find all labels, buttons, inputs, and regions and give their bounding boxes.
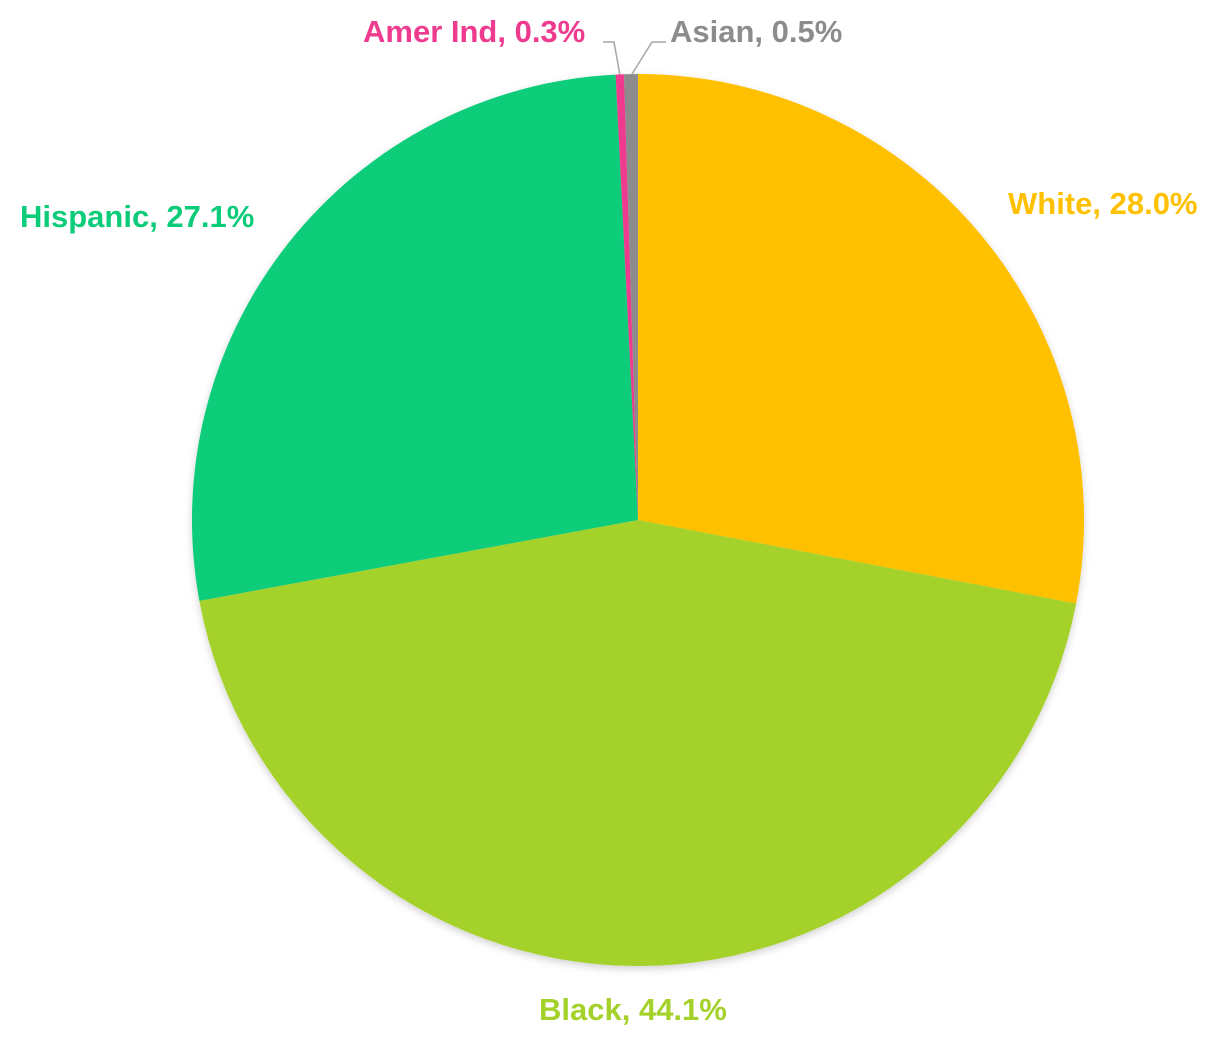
leader-line-amer-ind [603, 41, 621, 75]
pie-slice-asian [623, 74, 638, 520]
slice-label-hispanic: Hispanic, 27.1% [20, 199, 254, 234]
slice-label-amer-ind: Amer Ind, 0.3% [363, 14, 585, 49]
pie-slice-white [638, 74, 1084, 604]
pie-slice-hispanic [191, 74, 638, 601]
leader-line-asian [631, 41, 666, 75]
leader-lines [603, 41, 666, 75]
slice-label-white: White, 28.0% [1008, 186, 1198, 221]
slice-label-asian: Asian, 0.5% [670, 14, 842, 49]
pie-slice-black [199, 520, 1077, 966]
slice-label-black: Black, 44.1% [539, 992, 727, 1027]
pie-slices [191, 74, 1084, 966]
pie-slice-amer-ind [615, 74, 638, 520]
